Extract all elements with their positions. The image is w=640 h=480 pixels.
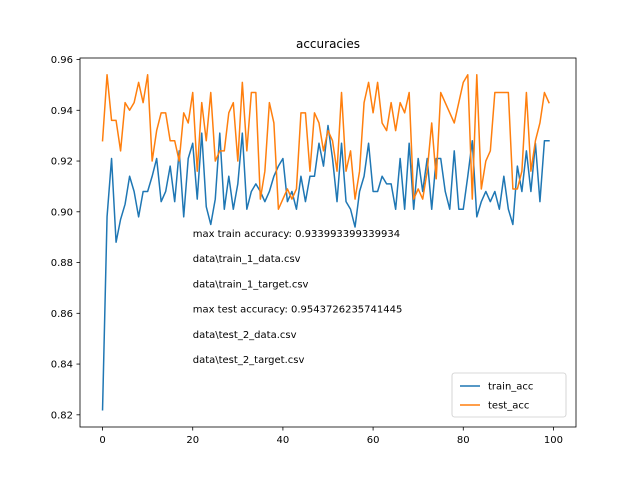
chart-title: accuracies [296,37,360,51]
y-tick-label: 0.94 [51,106,73,117]
legend-label-test_acc: test_acc [488,401,529,412]
annotation-text-3: data\train_1_target.csv [193,279,309,290]
annotation-text-4: max test accuracy: 0.9543726235741445 [193,305,403,316]
x-tick-label: 60 [367,435,380,446]
x-tick-label: 80 [457,435,470,446]
y-tick-label: 0.92 [51,157,73,168]
plot-area: 0 20 40 60 80 100 0.82 0.84 0.86 0.88 0.90 0.92 0.94… [51,55,577,446]
y-tick-label: 0.96 [51,55,73,66]
annotation-text-6: data\test_2_target.csv [193,355,305,366]
axes-frame [79,57,577,428]
annotation-text-2: data\train_1_data.csv [193,254,301,265]
annotation-text-1: max train accuracy: 0.933993399339934 [193,229,400,240]
y-tick-label: 0.88 [51,258,73,269]
legend-box [451,372,567,418]
series-line-train_acc [101,124,550,411]
x-tick-label: 40 [277,435,290,446]
y-tick-label: 0.84 [51,360,73,371]
y-tick-label: 0.90 [51,207,73,218]
y-tick-label: 0.86 [51,309,73,320]
y-tick-label: 0.82 [51,410,73,421]
series-line-test_acc [101,74,550,210]
annotation-text-5: data\test_2_data.csv [193,330,297,341]
x-tick-label: 100 [544,435,563,446]
x-tick-label: 0 [99,435,105,446]
legend-label-train_acc: train_acc [488,382,533,393]
x-tick-label: 20 [186,435,199,446]
